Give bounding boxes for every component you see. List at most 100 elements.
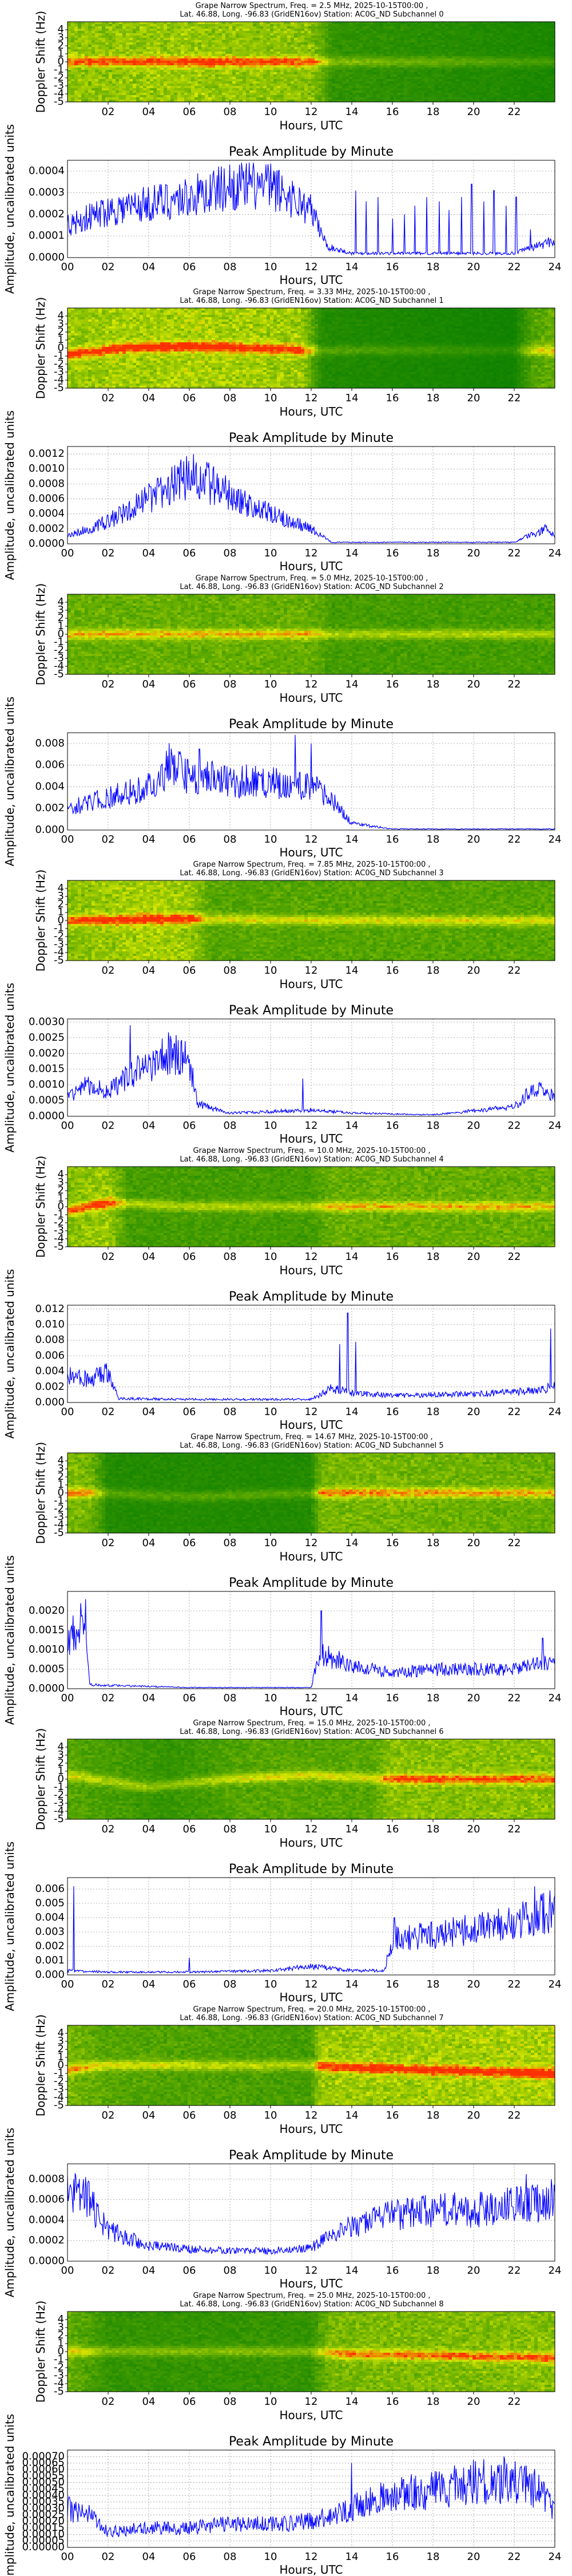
spectrogram-cell [184, 81, 188, 84]
spectrogram-cell [67, 33, 72, 36]
spectrogram-cell [112, 42, 116, 45]
spectrogram-cell [136, 29, 140, 31]
spectrogram-cell [194, 45, 198, 48]
spectrogram-cell [85, 90, 89, 93]
spectrogram-cell [129, 38, 133, 41]
spectrogram-cell [133, 72, 137, 75]
spectrogram-cell [198, 74, 202, 77]
spectrogram-cell [164, 24, 168, 27]
spectrogram-cell [174, 70, 178, 73]
spectrogram-cell [78, 58, 82, 61]
spectrogram-cell [102, 68, 106, 70]
spectrogram-cell [81, 61, 85, 64]
spectrogram-cell [105, 40, 109, 43]
spectrogram-cell [194, 40, 198, 43]
spectrogram-cell [181, 68, 185, 70]
spectrogram-cell [126, 22, 130, 25]
spectrogram-cell [78, 77, 82, 80]
spectrogram-cell [102, 56, 106, 59]
spectrogram-cell [140, 68, 144, 70]
spectrogram-cell [167, 77, 171, 80]
spectrogram-cell [71, 31, 75, 34]
spectrogram-cell [170, 26, 174, 29]
spectrogram-cell [153, 54, 157, 57]
spectrogram-cell [133, 38, 137, 41]
spectrogram-cell [122, 31, 126, 34]
spectrogram-cell [112, 61, 116, 64]
spectrogram-cell [92, 49, 96, 52]
spectrogram-cell [67, 52, 72, 54]
spectrogram-cell [112, 52, 116, 54]
spectrogram-cell [146, 81, 150, 84]
spectrogram-cell [170, 68, 174, 70]
spectrogram-cell [219, 65, 223, 68]
spectrogram-cell [212, 93, 216, 96]
spectrogram-cell [133, 47, 137, 50]
spectrogram-cell [81, 42, 85, 45]
spectrogram-cell [249, 42, 253, 45]
spectrogram-cell [205, 56, 209, 59]
spectrogram-cell [253, 88, 257, 91]
spectrogram-cell [160, 54, 164, 57]
spectrogram-cell [136, 33, 140, 36]
spectrogram-cell [232, 31, 236, 34]
spectrogram-cell [102, 90, 106, 93]
spectrogram-cell [105, 65, 109, 68]
spectrogram-cell [177, 31, 181, 34]
spectrogram-cell [98, 47, 102, 50]
spectrogram-cell [81, 74, 85, 77]
spectrogram-cell [246, 68, 250, 70]
spectrogram-cell [85, 74, 89, 77]
spectrogram-cell [215, 45, 219, 48]
spectrogram-cell [184, 65, 188, 68]
spectrogram-cell [105, 74, 109, 77]
spectrogram-cell [188, 88, 192, 91]
spectrogram-cell [150, 58, 154, 61]
spectrogram-cell [167, 84, 171, 86]
spectrogram-cell [198, 24, 202, 27]
spectrogram-cell [136, 74, 140, 77]
spectrogram-cell [177, 40, 181, 43]
spectrogram-cell [212, 56, 216, 59]
spectrogram-cell [225, 86, 229, 89]
spectrogram-cell [78, 40, 82, 43]
spectrogram-cell [170, 24, 174, 27]
spectrogram-cell [160, 52, 164, 54]
spectrogram-cell [78, 26, 82, 29]
spectrogram-cell [222, 58, 226, 61]
spectrogram-cell [67, 47, 72, 50]
spectrogram-cell [191, 54, 195, 57]
spectrogram-cell [78, 74, 82, 77]
spectrogram-cell [112, 40, 116, 43]
spectrogram-cell [194, 38, 198, 41]
spectrogram-cell [98, 29, 102, 31]
spectrogram-cell [181, 81, 185, 84]
spectrogram-cell [246, 72, 250, 75]
spectrogram-cell [215, 77, 219, 80]
spectrogram-cell [215, 40, 219, 43]
spectrogram-cell [150, 61, 154, 64]
spectrogram-cell [208, 95, 212, 98]
spectrogram-cell [81, 97, 85, 100]
spectrogram-cell [246, 81, 250, 84]
spectrogram-cell [219, 22, 223, 25]
spectrogram-cell [153, 42, 157, 45]
spectrogram-cell [126, 56, 130, 59]
spectrogram-cell [95, 24, 99, 27]
spectrogram-cell [215, 68, 219, 70]
spectrogram-cell [109, 77, 113, 80]
spectrogram-cell [122, 97, 126, 100]
spectrogram-cell [253, 77, 257, 80]
spectrogram-cell [160, 40, 164, 43]
spectrogram-cell [122, 70, 126, 73]
spectrogram-cell [181, 54, 185, 57]
spectrogram-cell [177, 81, 181, 84]
spectrogram-cell [122, 95, 126, 98]
spectrogram-cell [143, 31, 147, 34]
spectrogram-cell [109, 74, 113, 77]
spectrogram-cell [92, 52, 96, 54]
spectrogram-cell [212, 52, 216, 54]
spectrogram-cell [249, 90, 253, 93]
spectrogram-cell [212, 70, 216, 73]
spectrogram-cell [194, 47, 198, 50]
